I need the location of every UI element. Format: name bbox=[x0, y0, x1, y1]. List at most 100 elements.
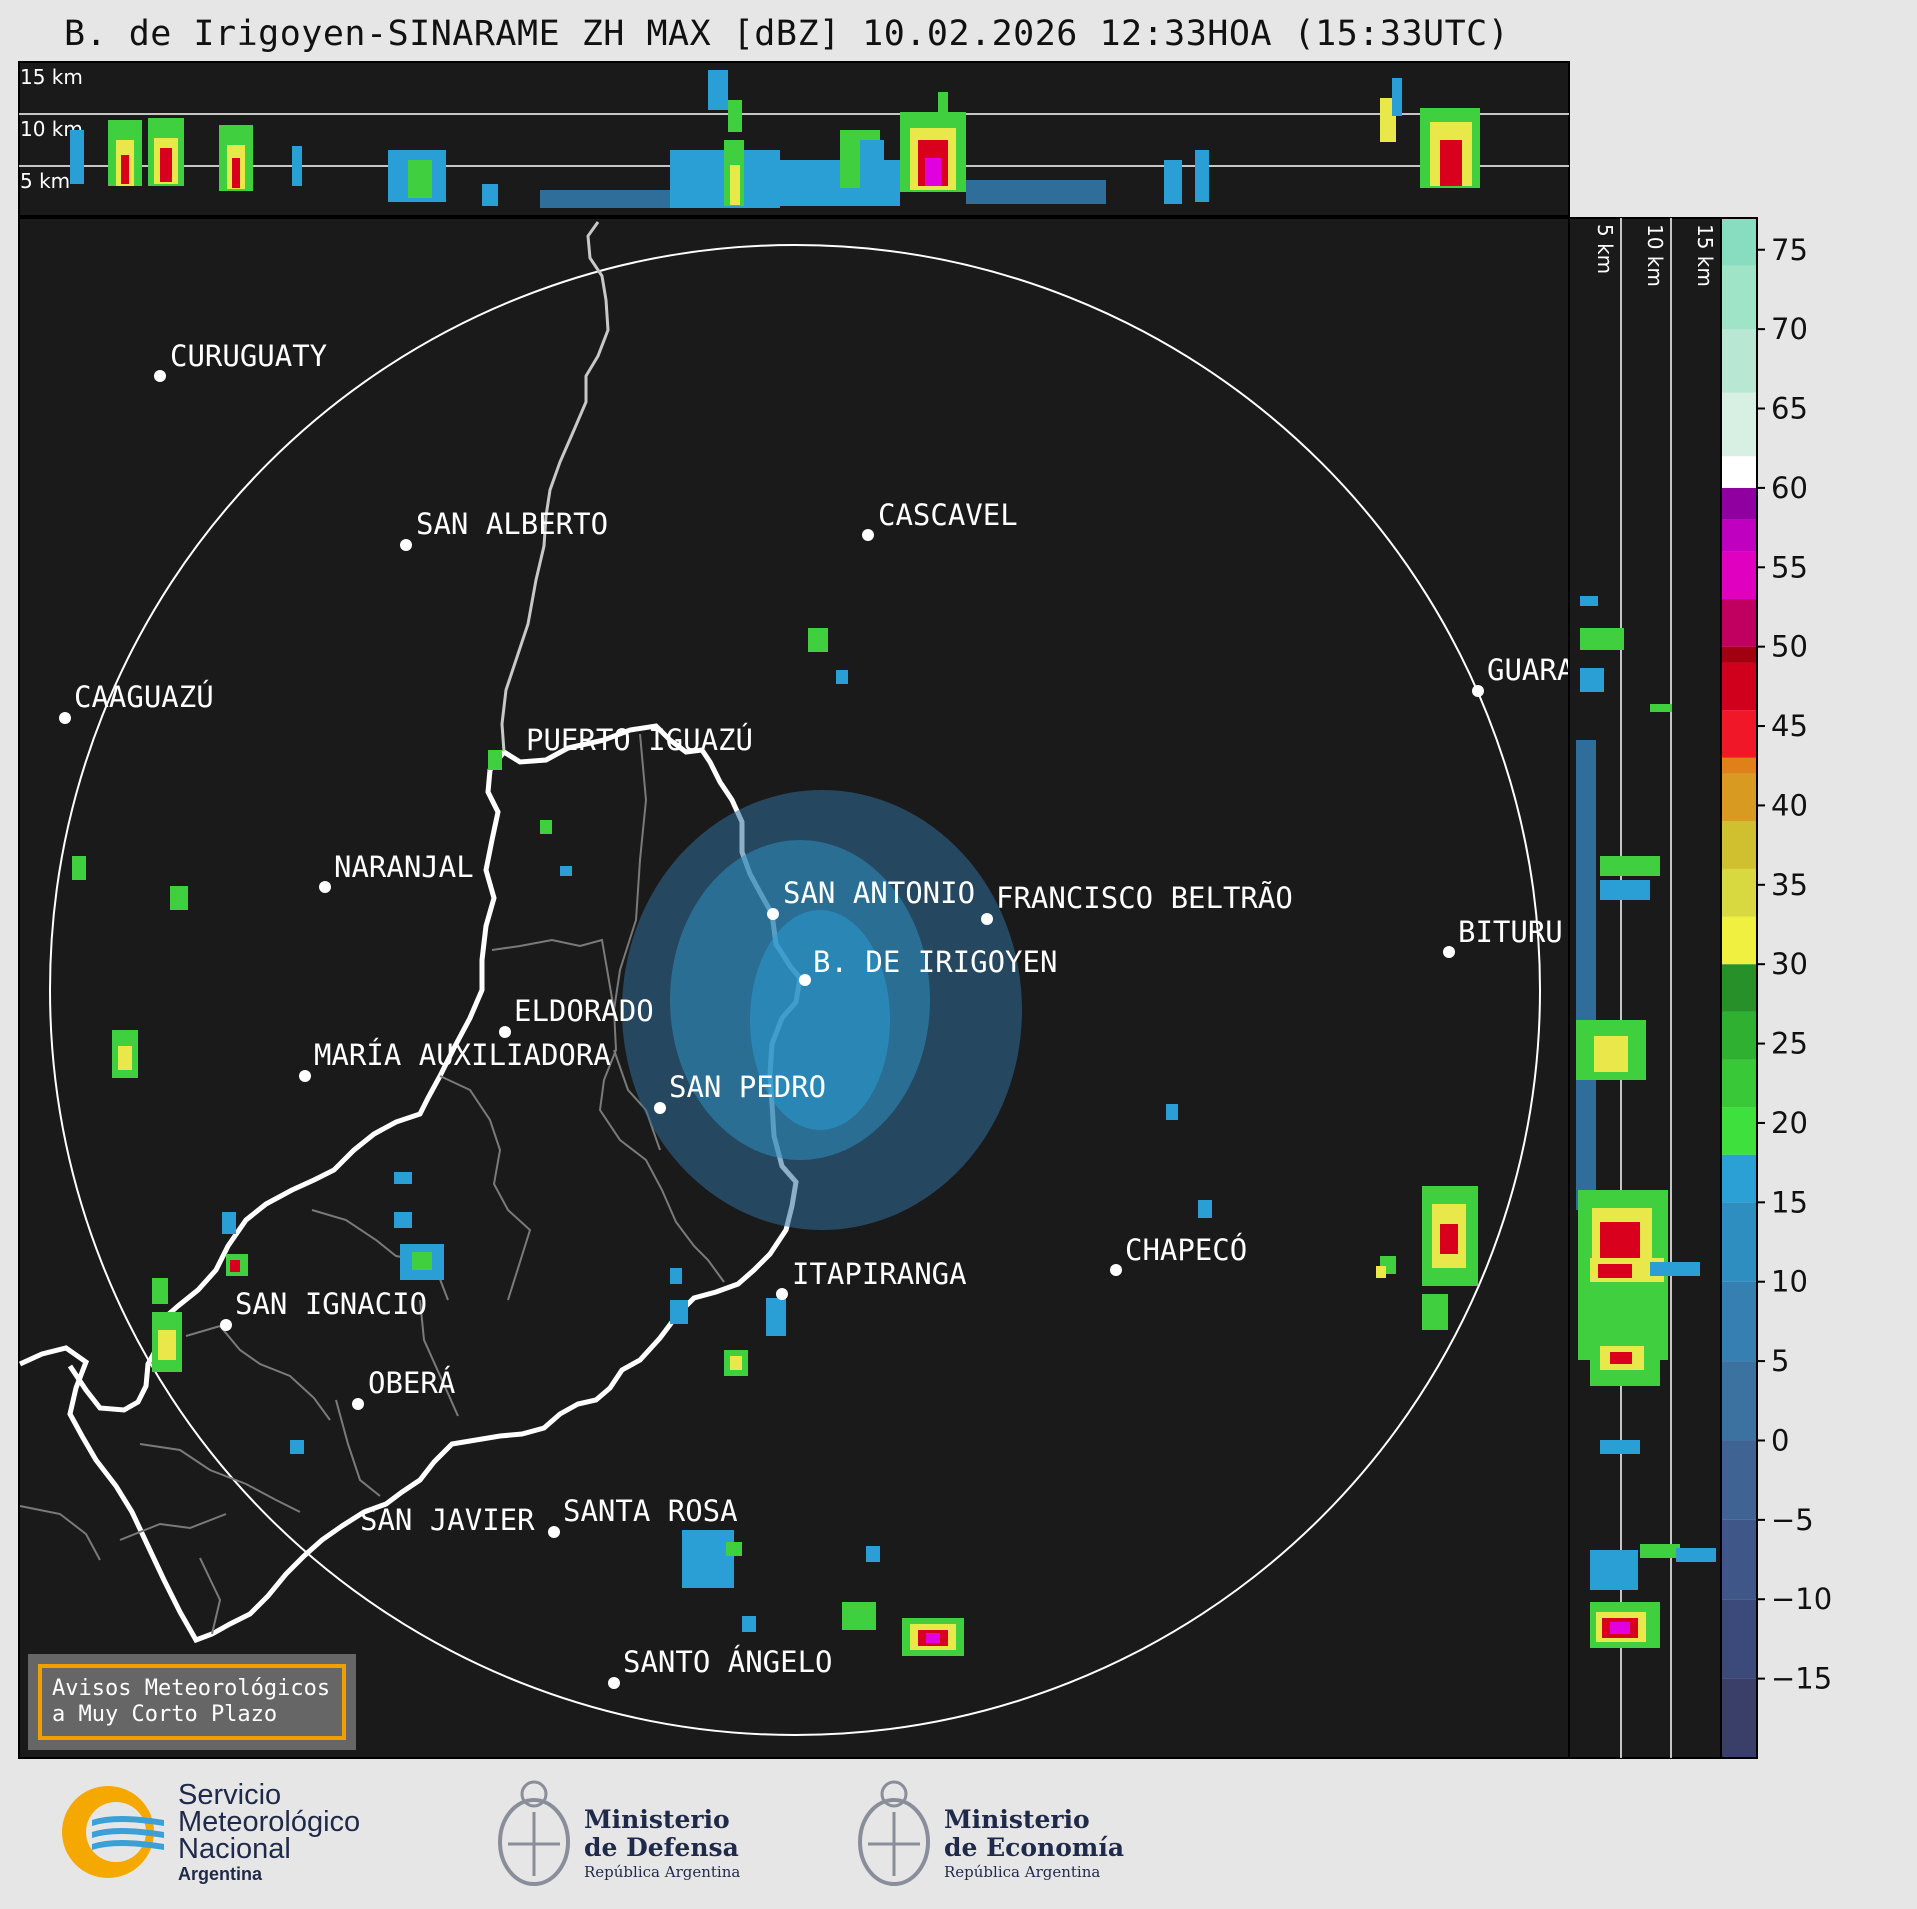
colorbar-step bbox=[1721, 1440, 1757, 1520]
colorbar-tick-label: −15 bbox=[1771, 1662, 1832, 1696]
city-label-puerto-iguazu: PUERTO IGUAZÚ bbox=[526, 723, 753, 757]
colorbar-step bbox=[1721, 773, 1757, 822]
colorbar-step bbox=[1721, 551, 1757, 600]
city-label-naranjal: NARANJAL bbox=[334, 850, 474, 884]
defensa-line-1: Ministerio bbox=[584, 1805, 730, 1834]
colorbar-step bbox=[1721, 1011, 1757, 1060]
city-label-guara: GUARA bbox=[1487, 653, 1574, 687]
colorbar-step bbox=[1721, 599, 1757, 647]
colorbar-step bbox=[1721, 662, 1757, 711]
defensa-seal-icon bbox=[498, 1780, 570, 1886]
colorbar-tick-label: 50 bbox=[1771, 630, 1808, 664]
city-label-cascavel: CASCAVEL bbox=[878, 498, 1018, 532]
top-alt-15km: 15 km bbox=[20, 65, 83, 89]
colorbar-tick-label: 5 bbox=[1771, 1344, 1789, 1378]
colorbar-steps bbox=[1721, 218, 1757, 1758]
economia-line-1: Ministerio bbox=[944, 1805, 1090, 1834]
city-label-san-pedro: SAN PEDRO bbox=[669, 1070, 826, 1104]
colorbar-step bbox=[1721, 1281, 1757, 1362]
smn-line-4: Argentina bbox=[178, 1864, 263, 1884]
country-border-light bbox=[500, 221, 610, 753]
colorbar-tick-label: 75 bbox=[1771, 233, 1808, 267]
city-label-santa-rosa: SANTA ROSA bbox=[563, 1494, 738, 1528]
colorbar-tick-label: 70 bbox=[1771, 312, 1808, 346]
page-title: B. de Irigoyen-SINARAME ZH MAX [dBZ] 10.… bbox=[64, 14, 1510, 54]
city-label-san-alberto: SAN ALBERTO bbox=[416, 507, 608, 541]
colorbar-tick-label: 0 bbox=[1771, 1423, 1789, 1457]
city-label-maria-auxiliadora: MARÍA AUXILIADORA bbox=[314, 1038, 611, 1072]
colorbar-step bbox=[1721, 519, 1757, 552]
map-panel: CURUGUATY SAN ALBERTO CASCAVEL CAAGUAZÚ … bbox=[18, 217, 1574, 1759]
warning-badge[interactable]: Avisos Meteorológicos a Muy Corto Plazo bbox=[28, 1654, 356, 1750]
colorbar-step bbox=[1721, 1519, 1757, 1600]
radar-echoes bbox=[72, 628, 1478, 1656]
warning-badge-frame: Avisos Meteorológicos a Muy Corto Plazo bbox=[38, 1664, 346, 1740]
colorbar-step bbox=[1721, 487, 1757, 520]
city-label-santo-angelo: SANTO ÁNGELO bbox=[623, 1645, 833, 1679]
colorbar-step bbox=[1721, 265, 1757, 330]
city-label-bituru: BITURU bbox=[1458, 915, 1563, 949]
colorbar-step bbox=[1721, 868, 1757, 917]
colorbar-tick-label: 55 bbox=[1771, 550, 1808, 584]
argentina-west-border bbox=[67, 750, 506, 1413]
side-alt-15km: 15 km bbox=[1693, 224, 1717, 287]
defensa-logo-text: Ministerio de Defensa República Argentin… bbox=[584, 1806, 740, 1882]
side-alt-5km: 5 km bbox=[1593, 224, 1617, 274]
colorbar-step bbox=[1721, 710, 1757, 758]
colorbar-tick-label: 60 bbox=[1771, 471, 1808, 505]
colorbar-step bbox=[1721, 821, 1757, 869]
colorbar-step bbox=[1721, 456, 1757, 488]
city-label-san-javier: SAN JAVIER bbox=[360, 1503, 535, 1537]
colorbar-tick-label: −10 bbox=[1771, 1582, 1832, 1616]
colorbar-step bbox=[1721, 1154, 1757, 1203]
radar-range-ring bbox=[49, 244, 1541, 1736]
smn-logo-icon bbox=[62, 1786, 164, 1878]
colorbar-tick-label: 20 bbox=[1771, 1106, 1808, 1140]
colorbar-tick-label: −5 bbox=[1771, 1503, 1814, 1537]
city-label-b-de-irigoyen: B. DE IRIGOYEN bbox=[813, 945, 1057, 979]
city-label-eldorado: ELDORADO bbox=[514, 994, 654, 1028]
department-borders bbox=[19, 733, 725, 1635]
colorbar-tick-label: 65 bbox=[1771, 392, 1808, 426]
colorbar-step bbox=[1721, 1599, 1757, 1679]
economia-logo-text: Ministerio de Economía República Argenti… bbox=[944, 1806, 1124, 1882]
top-echoes bbox=[70, 70, 1480, 208]
smn-line-3: Nacional bbox=[178, 1833, 291, 1865]
colorbar-tick-label: 30 bbox=[1771, 947, 1808, 981]
colorbar-step bbox=[1721, 757, 1757, 774]
colorbar-step bbox=[1721, 1107, 1757, 1155]
economia-line-3: República Argentina bbox=[944, 1863, 1101, 1881]
city-label-obera: OBERÁ bbox=[368, 1366, 455, 1400]
city-label-caaguazu: CAAGUAZÚ bbox=[74, 680, 214, 714]
side-cross-section-panel: 5 km 10 km 15 km bbox=[1568, 217, 1722, 1759]
colorbar-tick-label: 35 bbox=[1771, 868, 1808, 902]
economia-seal-icon bbox=[858, 1780, 930, 1886]
colorbar-tick-label: 10 bbox=[1771, 1265, 1808, 1299]
colorbar-step bbox=[1721, 218, 1757, 266]
colorbar-tick-label: 45 bbox=[1771, 709, 1808, 743]
city-label-chapeco: CHAPECÓ bbox=[1125, 1233, 1247, 1267]
city-markers bbox=[59, 370, 1484, 1689]
colorbar-step bbox=[1721, 646, 1757, 663]
defensa-line-3: República Argentina bbox=[584, 1863, 741, 1881]
colorbar-tick-label: 15 bbox=[1771, 1185, 1808, 1219]
city-label-curuguaty: CURUGUATY bbox=[170, 339, 327, 373]
colorbar-step bbox=[1721, 1678, 1757, 1758]
side-echoes bbox=[1576, 596, 1716, 1648]
smn-line-2: Meteorológico bbox=[178, 1806, 361, 1838]
colorbar-step bbox=[1721, 329, 1757, 393]
colorbar-tick-label: 40 bbox=[1771, 788, 1808, 822]
colorbar-step bbox=[1721, 392, 1757, 457]
smn-logo-text: Servicio Meteorológico Nacional Argentin… bbox=[178, 1781, 361, 1885]
side-alt-10km: 10 km bbox=[1643, 224, 1667, 287]
colorbar-step bbox=[1721, 964, 1757, 1012]
city-label-san-antonio: SAN ANTONIO bbox=[783, 876, 975, 910]
city-label-itapiranga: ITAPIRANGA bbox=[792, 1257, 967, 1291]
city-label-san-ignacio: SAN IGNACIO bbox=[235, 1287, 427, 1321]
colorbar-step bbox=[1721, 1059, 1757, 1108]
colorbar-step bbox=[1721, 1202, 1757, 1282]
defensa-line-2: de Defensa bbox=[584, 1833, 739, 1862]
country-border-main bbox=[18, 723, 803, 1644]
